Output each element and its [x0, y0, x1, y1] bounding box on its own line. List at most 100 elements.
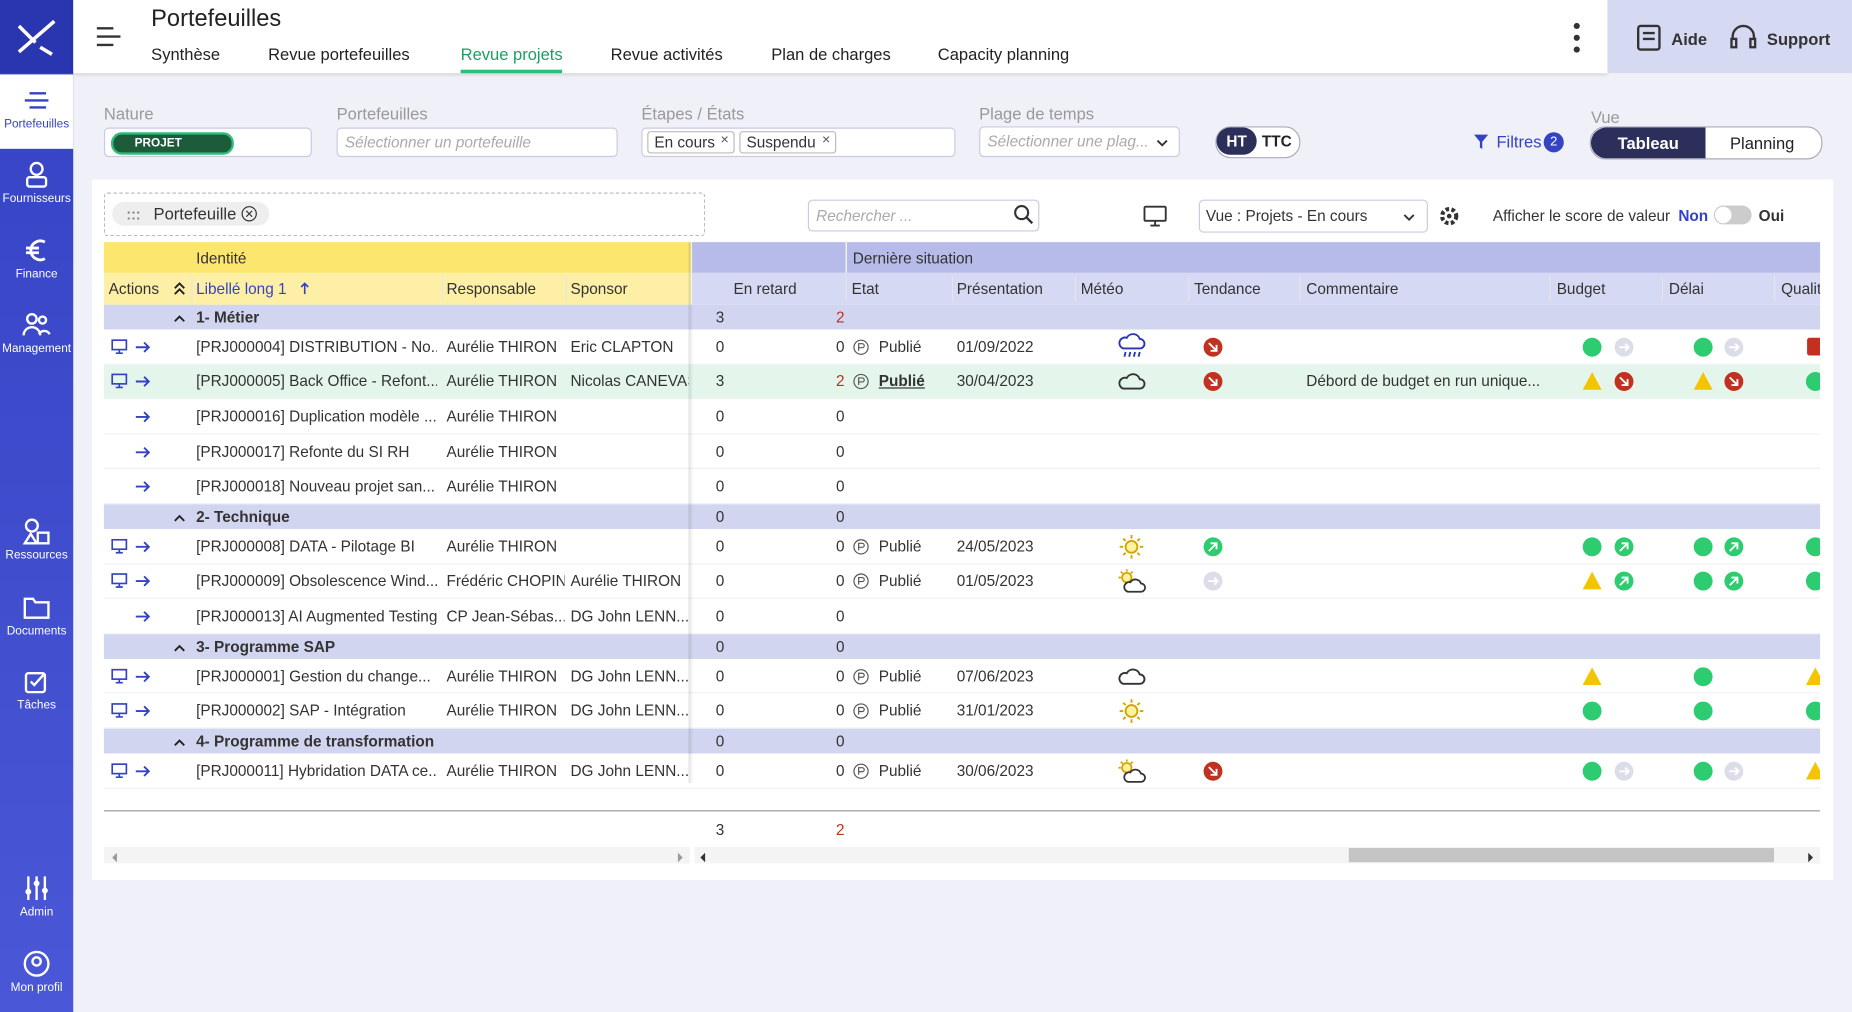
group-row[interactable]: [103, 634, 1821, 659]
nav-tab[interactable]: Plan de charges: [771, 44, 891, 64]
open-icon[interactable]: [135, 445, 152, 463]
scroll-left[interactable]: [698, 849, 707, 867]
cell-etat[interactable]: Publié: [878, 537, 922, 555]
more-icon[interactable]: [1571, 21, 1583, 58]
scroll-right[interactable]: [676, 849, 685, 867]
cell-etat[interactable]: Publié: [878, 337, 922, 356]
data-row[interactable]: [103, 399, 1821, 435]
tag-remove[interactable]: ×: [822, 131, 831, 148]
open-icon[interactable]: [135, 609, 152, 627]
filters-button[interactable]: Filtres: [1496, 132, 1542, 152]
open-icon[interactable]: [135, 375, 152, 393]
scroll-right[interactable]: [1806, 849, 1815, 867]
column-header[interactable]: Etat: [851, 279, 879, 298]
nav-tab[interactable]: Revue portefeuilles: [268, 44, 410, 64]
column-header[interactable]: Sponsor: [570, 279, 628, 298]
nav-tab[interactable]: Capacity planning: [937, 44, 1070, 64]
data-row[interactable]: [103, 599, 1821, 634]
tax-option[interactable]: TTC: [1261, 132, 1292, 150]
open-icon[interactable]: [135, 480, 152, 498]
nav-tab[interactable]: Synthèse: [151, 44, 221, 64]
preview-icon[interactable]: [111, 703, 128, 723]
preview-icon[interactable]: [111, 374, 128, 394]
data-row[interactable]: [103, 753, 1821, 789]
score-switch[interactable]: [1713, 205, 1752, 225]
sidebar-item[interactable]: Fournisseurs: [0, 149, 73, 223]
chip-remove[interactable]: [240, 204, 259, 226]
nav-tab[interactable]: Revue activités: [610, 44, 723, 64]
sidebar-item[interactable]: Admin: [0, 862, 73, 936]
settings-icon[interactable]: [1439, 206, 1460, 231]
group-collapse[interactable]: [172, 510, 186, 528]
column-header[interactable]: Délai: [1668, 279, 1704, 298]
state-tag[interactable]: Suspendu: [739, 131, 836, 154]
search-box[interactable]: [807, 199, 1040, 232]
column-header[interactable]: Libellé long 1: [196, 279, 287, 298]
open-icon[interactable]: [135, 410, 152, 428]
data-row[interactable]: [103, 329, 1821, 365]
group-collapse[interactable]: [172, 640, 186, 658]
scroll-left[interactable]: [110, 849, 119, 867]
sidebar-item[interactable]: Management: [0, 299, 73, 373]
data-row[interactable]: [103, 658, 1821, 694]
sidebar-item[interactable]: Documents: [0, 581, 73, 655]
support-link[interactable]: Support: [1766, 29, 1831, 49]
column-header[interactable]: Responsable: [446, 279, 537, 298]
filter-box[interactable]: [336, 127, 618, 158]
view-option[interactable]: Planning: [1730, 133, 1795, 153]
preview-icon[interactable]: [111, 538, 128, 558]
column-header[interactable]: Qualité: [1781, 279, 1820, 298]
collapse-all[interactable]: [172, 280, 186, 300]
display-icon[interactable]: [1142, 204, 1168, 231]
search-icon[interactable]: [1013, 204, 1034, 229]
column-header[interactable]: Tendance: [1194, 279, 1261, 298]
preview-icon[interactable]: [111, 573, 128, 593]
preview-icon[interactable]: [111, 763, 128, 783]
open-icon[interactable]: [135, 540, 152, 558]
group-chip[interactable]: Portefeuille: [112, 201, 270, 226]
sidebar-item[interactable]: Mon profil: [0, 938, 73, 1012]
group-row[interactable]: [103, 728, 1821, 754]
tax-option[interactable]: HT: [1216, 127, 1257, 155]
column-header[interactable]: Commentaire: [1306, 279, 1399, 298]
menu-icon[interactable]: [94, 24, 122, 50]
preview-icon[interactable]: [111, 339, 128, 359]
column-header[interactable]: Actions: [108, 279, 160, 298]
sidebar-item[interactable]: Ressources: [0, 506, 73, 580]
data-row[interactable]: [103, 529, 1821, 565]
nav-tab[interactable]: Revue projets: [460, 45, 563, 74]
data-row[interactable]: [103, 469, 1821, 505]
filter-box[interactable]: [979, 126, 1180, 158]
open-icon[interactable]: [135, 574, 152, 592]
cell-etat[interactable]: Publié: [878, 761, 922, 780]
h-scrollbar[interactable]: [103, 846, 690, 864]
data-row[interactable]: [103, 364, 1821, 400]
data-row[interactable]: [103, 434, 1821, 470]
open-icon[interactable]: [135, 704, 152, 722]
group-collapse[interactable]: [172, 311, 186, 329]
h-scroll-thumb[interactable]: [1348, 848, 1775, 863]
tag-remove[interactable]: ×: [720, 131, 729, 148]
view-option[interactable]: Tableau: [1590, 127, 1706, 159]
open-icon[interactable]: [135, 764, 152, 782]
state-tag[interactable]: En cours: [647, 131, 736, 154]
cell-etat[interactable]: Publié: [878, 372, 925, 391]
nature-chip[interactable]: PROJET: [111, 132, 234, 155]
group-collapse[interactable]: [172, 735, 186, 753]
data-row[interactable]: [103, 564, 1821, 600]
open-icon[interactable]: [135, 669, 152, 687]
data-row[interactable]: [103, 693, 1821, 729]
group-row[interactable]: [103, 304, 1821, 330]
cell-etat[interactable]: Publié: [878, 701, 922, 720]
open-icon[interactable]: [135, 340, 152, 358]
column-header[interactable]: En retard: [733, 279, 797, 298]
filter-box[interactable]: [641, 127, 956, 158]
column-header[interactable]: Présentation: [956, 279, 1043, 298]
cell-etat[interactable]: Publié: [878, 666, 922, 685]
sidebar-item[interactable]: Portefeuilles: [0, 74, 74, 149]
preview-icon[interactable]: [111, 668, 128, 688]
sidebar-item[interactable]: Tâches: [0, 656, 73, 730]
help-link[interactable]: Aide: [1671, 29, 1708, 49]
cell-etat[interactable]: Publié: [878, 572, 922, 590]
group-row[interactable]: [103, 504, 1821, 530]
